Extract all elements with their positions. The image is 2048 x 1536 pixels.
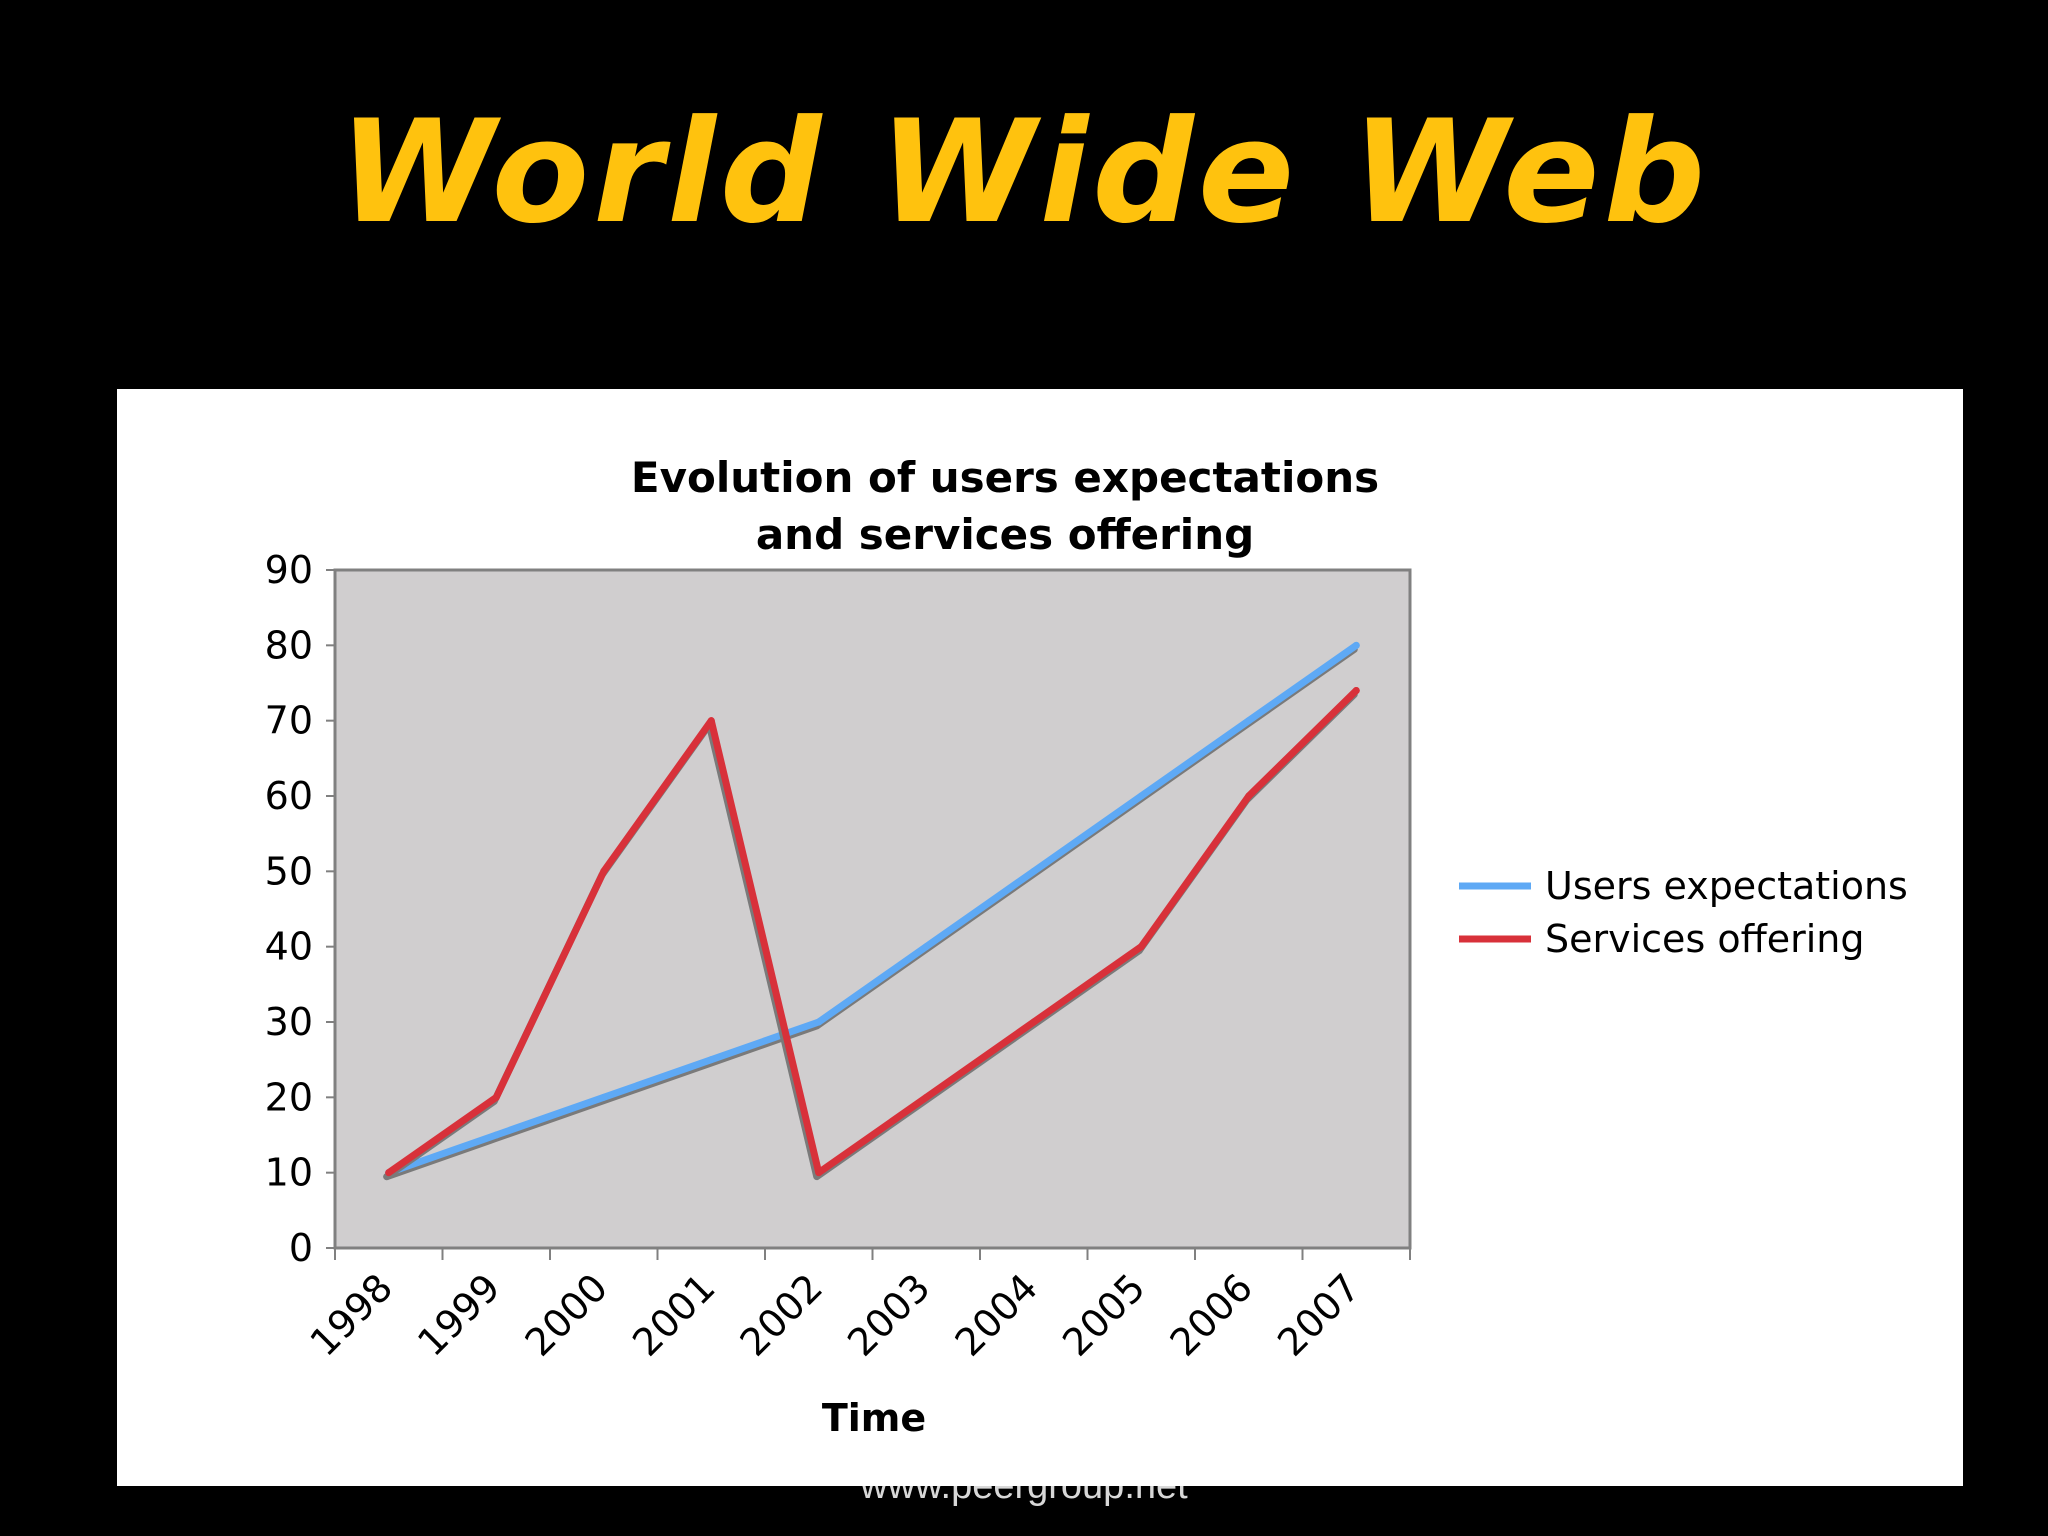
x-tick-label: 2003 — [839, 1265, 939, 1365]
x-tick-label: 2006 — [1162, 1265, 1262, 1365]
x-tick-label: 1998 — [302, 1265, 402, 1365]
series-line-users-expectations — [385, 641, 1360, 1177]
slide-title: World Wide Web — [338, 90, 1710, 255]
data-point — [1245, 792, 1253, 800]
data-point — [600, 867, 608, 875]
data-point — [1137, 943, 1145, 951]
legend-label: Users expectations — [1545, 864, 1908, 908]
y-tick-label: 50 — [265, 849, 313, 893]
data-point — [1352, 687, 1360, 695]
y-tick-label: 90 — [265, 548, 313, 592]
y-tick-label: 10 — [265, 1151, 313, 1195]
y-tick-label: 40 — [265, 925, 313, 969]
data-point — [922, 1093, 930, 1101]
data-point — [815, 1169, 823, 1177]
y-tick-label: 60 — [265, 774, 313, 818]
legend-label: Services offering — [1545, 917, 1865, 961]
line-chart: Evolution of users expectations and serv… — [265, 453, 1908, 1440]
x-tick-label: 2004 — [947, 1265, 1047, 1365]
data-point — [492, 1093, 500, 1101]
y-tick-label: 0 — [289, 1226, 313, 1270]
series-line-services-offering — [385, 687, 1360, 1177]
data-point — [492, 1131, 500, 1139]
chart-title-line-2: and services offering — [756, 510, 1254, 559]
data-point — [815, 1018, 823, 1026]
data-point — [1352, 641, 1360, 649]
x-tick-label: 2007 — [1269, 1265, 1369, 1365]
data-point — [1030, 867, 1038, 875]
x-axis-label: Time — [822, 1396, 926, 1440]
data-point — [385, 1169, 393, 1177]
chart-title-line-1: Evolution of users expectations — [631, 453, 1379, 502]
x-tick-label: 1999 — [409, 1265, 509, 1365]
x-tick-label: 2005 — [1054, 1265, 1154, 1365]
x-tick-label: 2002 — [732, 1265, 832, 1365]
data-point — [600, 1093, 608, 1101]
data-point — [707, 1056, 715, 1064]
plot-area — [333, 568, 1412, 1250]
data-point — [1137, 792, 1145, 800]
y-tick-label: 70 — [265, 699, 313, 743]
data-point — [1030, 1018, 1038, 1026]
series-layer — [383, 641, 1360, 1181]
x-tick-label: 2001 — [624, 1265, 724, 1365]
x-tick-label: 2000 — [517, 1265, 617, 1365]
data-point — [1245, 717, 1253, 725]
chart-panel: Evolution of users expectations and serv… — [117, 389, 1963, 1486]
y-tick-label: 30 — [265, 1000, 313, 1044]
y-tick-label: 80 — [265, 623, 313, 667]
y-tick-label: 20 — [265, 1075, 313, 1119]
data-point — [922, 943, 930, 951]
legend: Users expectations Services offering — [1459, 864, 1908, 961]
data-point — [707, 717, 715, 725]
